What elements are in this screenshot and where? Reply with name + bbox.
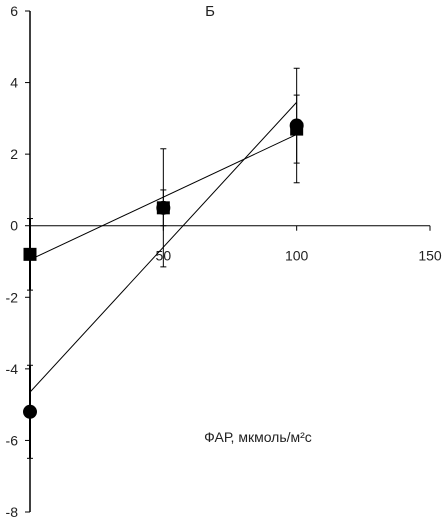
y-tick-label: 6 (10, 3, 18, 19)
x-tick-label: 150 (418, 248, 442, 264)
y-tick-label: 4 (10, 75, 18, 91)
data-point-circle (23, 404, 37, 419)
data-point-square (23, 247, 37, 261)
x-tick-label: 100 (285, 248, 309, 264)
y-tick-label: -2 (6, 289, 19, 305)
y-tick-label: -6 (6, 432, 19, 448)
y-tick-label: -8 (6, 504, 19, 520)
y-tick-label: 2 (10, 146, 18, 162)
data-point-circle (156, 200, 171, 215)
y-tick-label: -4 (6, 361, 19, 377)
x-axis-label: ФАР, мкмоль/м²с (204, 429, 312, 445)
error-bars (27, 67, 300, 459)
data-markers (23, 118, 304, 419)
y-tick-label: 0 (10, 218, 18, 234)
chart-title: Б (205, 3, 215, 20)
data-point-circle (289, 118, 304, 133)
